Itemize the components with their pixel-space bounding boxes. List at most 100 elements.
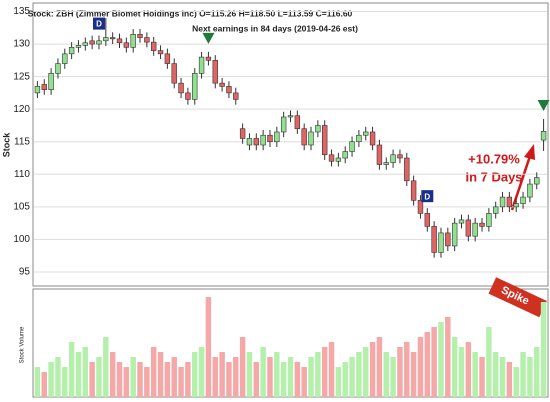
candle-body — [534, 177, 540, 185]
candle-body — [465, 219, 472, 237]
candle-body — [246, 138, 253, 146]
volume-bar — [431, 327, 437, 397]
candle-body — [75, 45, 82, 48]
candle-body — [144, 37, 150, 43]
candle-body — [239, 128, 246, 139]
candle-body — [506, 196, 513, 208]
volume-bar — [438, 322, 444, 397]
candle-body — [260, 134, 266, 146]
candle-body — [356, 134, 362, 143]
volume-bar — [410, 352, 417, 397]
candle-body — [410, 180, 417, 201]
chart-subtitle: Next earnings in 84 days (2019-04-26 est… — [192, 23, 358, 33]
y-tick-label: 120 — [13, 104, 30, 115]
candle-body — [431, 226, 437, 253]
volume-bar — [513, 367, 519, 397]
volume-bar — [192, 352, 198, 397]
candle-body — [335, 157, 342, 162]
candle-body — [253, 138, 259, 146]
volume-bar — [219, 352, 225, 397]
y-tick-label: 95 — [19, 267, 31, 278]
volume-bar — [383, 352, 389, 397]
volume-bar — [96, 357, 102, 397]
volume-bar — [294, 362, 301, 397]
candle-body — [96, 40, 102, 45]
spike-tag: Spike — [488, 277, 547, 318]
volume-bar — [492, 352, 499, 397]
volume-bar — [68, 342, 75, 397]
volume-bar — [458, 347, 465, 397]
candle-body — [198, 56, 205, 74]
volume-bar — [308, 357, 314, 397]
candle-body — [349, 141, 355, 152]
volume-bar — [34, 367, 41, 397]
candle-body — [267, 134, 273, 143]
volume-bar — [376, 337, 383, 397]
candle-body — [363, 131, 369, 136]
candle-body — [499, 196, 506, 208]
y-tick-label: 100 — [13, 234, 30, 245]
price-frame — [32, 2, 549, 287]
candle-body — [116, 38, 123, 44]
volume-bar — [445, 317, 451, 397]
volume-bar — [540, 302, 547, 397]
volume-bar — [520, 352, 526, 397]
volume-bar — [356, 352, 362, 397]
volume-bar — [280, 362, 287, 397]
volume-bar — [369, 342, 376, 397]
spike-tag-box — [488, 277, 547, 318]
candle-body — [376, 144, 383, 165]
candle-body — [212, 60, 218, 84]
candle-body — [233, 92, 239, 100]
volume-bar — [321, 347, 328, 397]
volume-bar — [109, 352, 116, 397]
candle-body — [287, 115, 294, 118]
candle-body — [48, 73, 54, 90]
candle-body — [308, 131, 314, 146]
volume-bar — [233, 357, 239, 397]
y-tick-label: 135 — [13, 6, 30, 17]
volume-bar — [246, 352, 253, 397]
candle-body — [89, 40, 95, 45]
volume-bar — [527, 357, 533, 397]
volume-bar — [486, 327, 492, 397]
candle-body — [41, 84, 47, 90]
candle-body — [540, 131, 547, 141]
volume-bar — [164, 362, 171, 397]
volume-bar — [417, 337, 424, 397]
volume-bar — [62, 367, 68, 397]
y-tick-label: 110 — [14, 169, 30, 180]
volume-bar — [465, 342, 472, 397]
volume-bar — [397, 347, 403, 397]
candle-body — [219, 82, 225, 87]
volume-bar — [226, 362, 232, 397]
candle-body — [55, 63, 61, 74]
candle-body — [68, 47, 75, 55]
volume-bar — [253, 362, 260, 397]
volume-bar — [198, 347, 205, 397]
candle-body — [342, 151, 348, 159]
gain-annotation: +10.79% — [468, 151, 520, 166]
volume-bar — [499, 357, 506, 397]
volume-bar — [404, 342, 410, 397]
candle-body — [404, 157, 410, 182]
candle-body — [397, 154, 403, 159]
volume-bar — [89, 362, 95, 397]
volume-bar — [171, 357, 177, 397]
candle-body — [451, 222, 458, 247]
arrow — [510, 155, 532, 211]
candle-body — [458, 219, 465, 224]
candle-body — [390, 154, 396, 163]
candle-body — [178, 82, 184, 94]
candle-body — [369, 131, 376, 146]
y-tick-label: 130 — [13, 39, 30, 50]
volume-bar — [301, 367, 307, 397]
dividend-marker — [421, 190, 434, 203]
volume-bar — [451, 337, 458, 397]
dividend-label: D — [96, 20, 102, 29]
candle-body — [185, 92, 191, 100]
candle-body — [294, 115, 301, 130]
volume-bar — [212, 357, 218, 397]
volume-bar — [144, 367, 150, 397]
chart-title: Stock: ZBH (Zimmer Biomet Holdings Inc) … — [28, 8, 353, 18]
